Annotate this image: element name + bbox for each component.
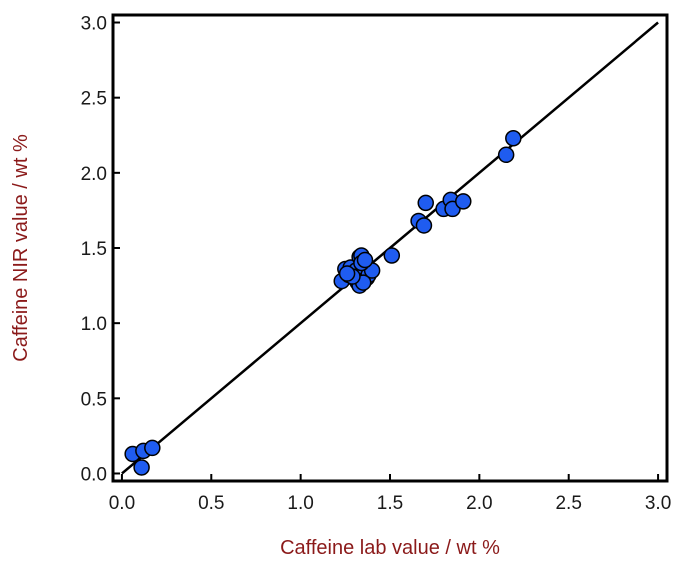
axis-ticks: 0.0 0.5 1.0 1.5 2.0 2.5 3.0 0.0 0.5 1.0 1.5 2.0 2.5 3… (81, 14, 672, 514)
data-points (124, 130, 522, 476)
data-point (356, 251, 374, 269)
x-tick-label: 0.0 (109, 493, 135, 514)
y-tick-label: 0.5 (81, 389, 107, 410)
data-point (455, 193, 472, 210)
data-point (338, 265, 356, 282)
y-tick-label: 1.5 (81, 239, 107, 260)
y-axis-title: Caffeine NIR value / wt % (10, 134, 32, 362)
x-tick-label: 2.0 (466, 493, 492, 514)
data-point (417, 194, 434, 212)
x-tick-label: 2.5 (555, 493, 581, 514)
x-tick-label: 1.5 (377, 493, 403, 514)
y-tick-label: 1.0 (81, 314, 107, 335)
data-point (415, 217, 433, 234)
data-point (505, 130, 522, 147)
x-tick-label: 3.0 (645, 493, 671, 514)
x-tick-label: 0.5 (198, 493, 224, 514)
x-axis-title: Caffeine lab value / wt % (280, 537, 500, 559)
y-tick-label: 2.0 (81, 164, 107, 185)
data-point (383, 247, 401, 264)
y-tick-label: 0.0 (81, 464, 107, 485)
x-tick-label: 1.0 (287, 493, 313, 514)
data-point (497, 146, 515, 164)
y-tick-label: 3.0 (81, 14, 107, 35)
data-point (144, 439, 161, 457)
data-point (133, 459, 150, 476)
y-tick-label: 2.5 (81, 89, 107, 110)
